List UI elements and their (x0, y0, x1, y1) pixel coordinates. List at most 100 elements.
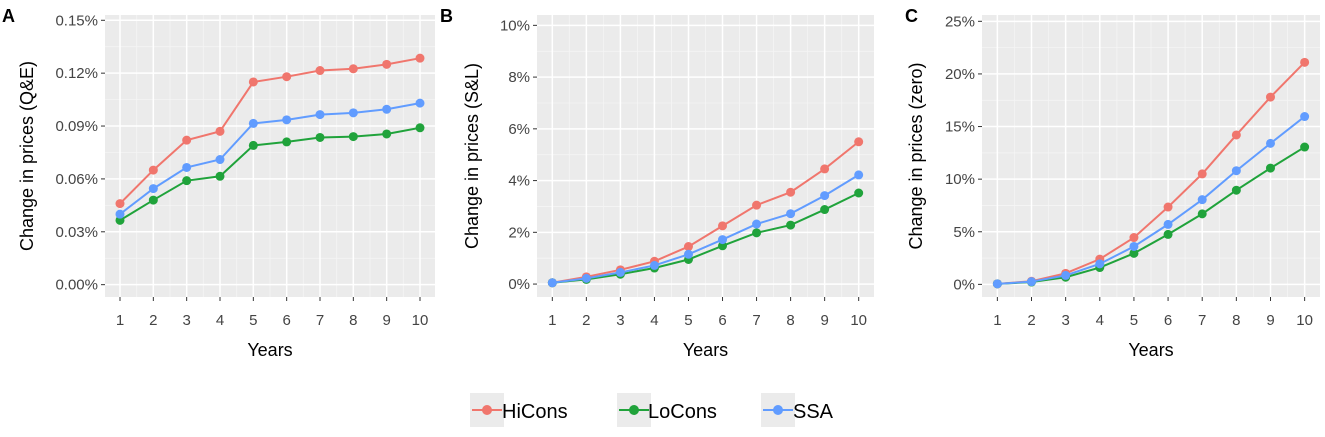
series-line-hicons (552, 140, 860, 284)
y-tick-label: 0.03% (55, 224, 98, 241)
x-tick-label: 10 (850, 312, 867, 329)
x-tick-label: 9 (1266, 312, 1274, 329)
x-tick-label: 3 (182, 312, 190, 329)
data-point-ssa (547, 278, 557, 288)
x-tick-label: 1 (993, 312, 1001, 329)
data-point-hicons (854, 137, 864, 147)
data-point-ssa (1197, 195, 1207, 205)
panel-label: B (440, 6, 453, 26)
x-tick-label: 7 (752, 312, 760, 329)
data-point-ssa (348, 108, 358, 118)
data-point-hicons (683, 242, 693, 252)
y-tick-label: 20% (945, 66, 975, 83)
x-tick-label: 6 (1164, 312, 1172, 329)
data-point-ssa (1163, 219, 1173, 229)
data-point-locons (415, 123, 425, 133)
data-point-locons (854, 188, 864, 198)
legend-label: HiCons (502, 401, 568, 423)
x-tick-label: 4 (216, 312, 224, 329)
data-point-ssa (1300, 112, 1310, 122)
data-point-hicons (1231, 130, 1241, 140)
x-tick-label: 10 (1296, 312, 1313, 329)
data-point-ssa (820, 191, 830, 201)
data-point-locons (215, 171, 225, 181)
x-tick-label: 8 (786, 312, 794, 329)
y-tick-label: 0.00% (55, 277, 98, 294)
x-tick-label: 2 (149, 312, 157, 329)
y-tick-label: 10% (500, 17, 530, 34)
y-axis-title: Change in prices (Q&E) (17, 61, 37, 251)
y-tick-label: 0% (953, 276, 975, 293)
data-point-locons (115, 215, 125, 225)
x-tick-label: 1 (116, 312, 124, 329)
legend-item-hicons: HiCons (470, 393, 568, 427)
x-tick-label: 2 (1027, 312, 1035, 329)
legend-label: LoCons (648, 401, 717, 423)
data-point-ssa (683, 249, 693, 259)
x-tick-label: 8 (349, 312, 357, 329)
panel-b: 0% 2% 4% 6% 8% 10% 1 2 3 4 5 6 7 8 9 10 Years Change in p… (440, 6, 874, 360)
data-point-hicons (1163, 202, 1173, 212)
series-line-hicons (119, 57, 421, 205)
x-tick-label: 2 (582, 312, 590, 329)
data-point-hicons (786, 187, 796, 197)
legend-key-point (773, 405, 783, 415)
data-point-ssa (382, 104, 392, 114)
data-point-ssa (752, 219, 762, 229)
x-tick-label: 6 (282, 312, 290, 329)
data-point-ssa (718, 235, 728, 245)
x-axis-title: Years (1128, 340, 1173, 360)
data-point-ssa (1265, 138, 1275, 148)
x-tick-label: 3 (1061, 312, 1069, 329)
data-point-ssa (1027, 277, 1037, 287)
data-point-ssa (182, 162, 192, 172)
data-point-ssa (786, 209, 796, 219)
series-line-locons (997, 146, 1306, 285)
y-tick-label: 2% (508, 224, 530, 241)
x-tick-label: 9 (382, 312, 390, 329)
x-axis-title: Years (247, 340, 292, 360)
data-point-locons (282, 137, 292, 147)
y-tick-label: 8% (508, 69, 530, 86)
data-point-locons (1197, 209, 1207, 219)
data-point-ssa (615, 267, 625, 277)
panel-a: 0.00% 0.03% 0.06% 0.09% 0.12% 0.15% 1 2 3 4 5 6 7 8 9 1… (2, 6, 435, 360)
data-point-hicons (1300, 57, 1310, 67)
data-point-locons (182, 176, 192, 186)
data-point-hicons (1129, 233, 1139, 243)
data-point-ssa (1129, 241, 1139, 251)
legend-key-point (482, 405, 492, 415)
data-point-ssa (415, 98, 425, 108)
y-tick-label: 25% (945, 13, 975, 30)
x-tick-label: 9 (820, 312, 828, 329)
panel-label: A (2, 6, 15, 26)
x-tick-label: 3 (616, 312, 624, 329)
data-point-locons (1265, 163, 1275, 173)
series-line-ssa (119, 102, 421, 215)
data-point-hicons (115, 199, 125, 209)
data-point-locons (1129, 248, 1139, 258)
data-point-hicons (315, 66, 325, 76)
data-point-hicons (382, 59, 392, 69)
x-tick-label: 1 (548, 312, 556, 329)
data-point-hicons (718, 221, 728, 231)
data-point-ssa (1231, 166, 1241, 176)
x-tick-label: 4 (650, 312, 658, 329)
data-point-hicons (820, 164, 830, 174)
data-point-ssa (1061, 270, 1071, 280)
data-point-locons (148, 195, 158, 205)
y-tick-label: 15% (945, 119, 975, 136)
y-tick-label: 0% (508, 276, 530, 293)
data-point-hicons (215, 126, 225, 136)
x-tick-label: 10 (412, 312, 429, 329)
data-point-ssa (1095, 259, 1105, 269)
y-tick-label: 0.15% (55, 12, 98, 29)
legend-item-locons: LoCons (617, 393, 717, 427)
legend: HiCons LoCons SSA (470, 393, 834, 427)
x-axis-title: Years (683, 340, 728, 360)
y-axis-title: Change in prices (S&L) (462, 63, 482, 249)
x-tick-label: 5 (249, 312, 257, 329)
data-point-ssa (581, 273, 591, 283)
data-point-locons (786, 220, 796, 230)
